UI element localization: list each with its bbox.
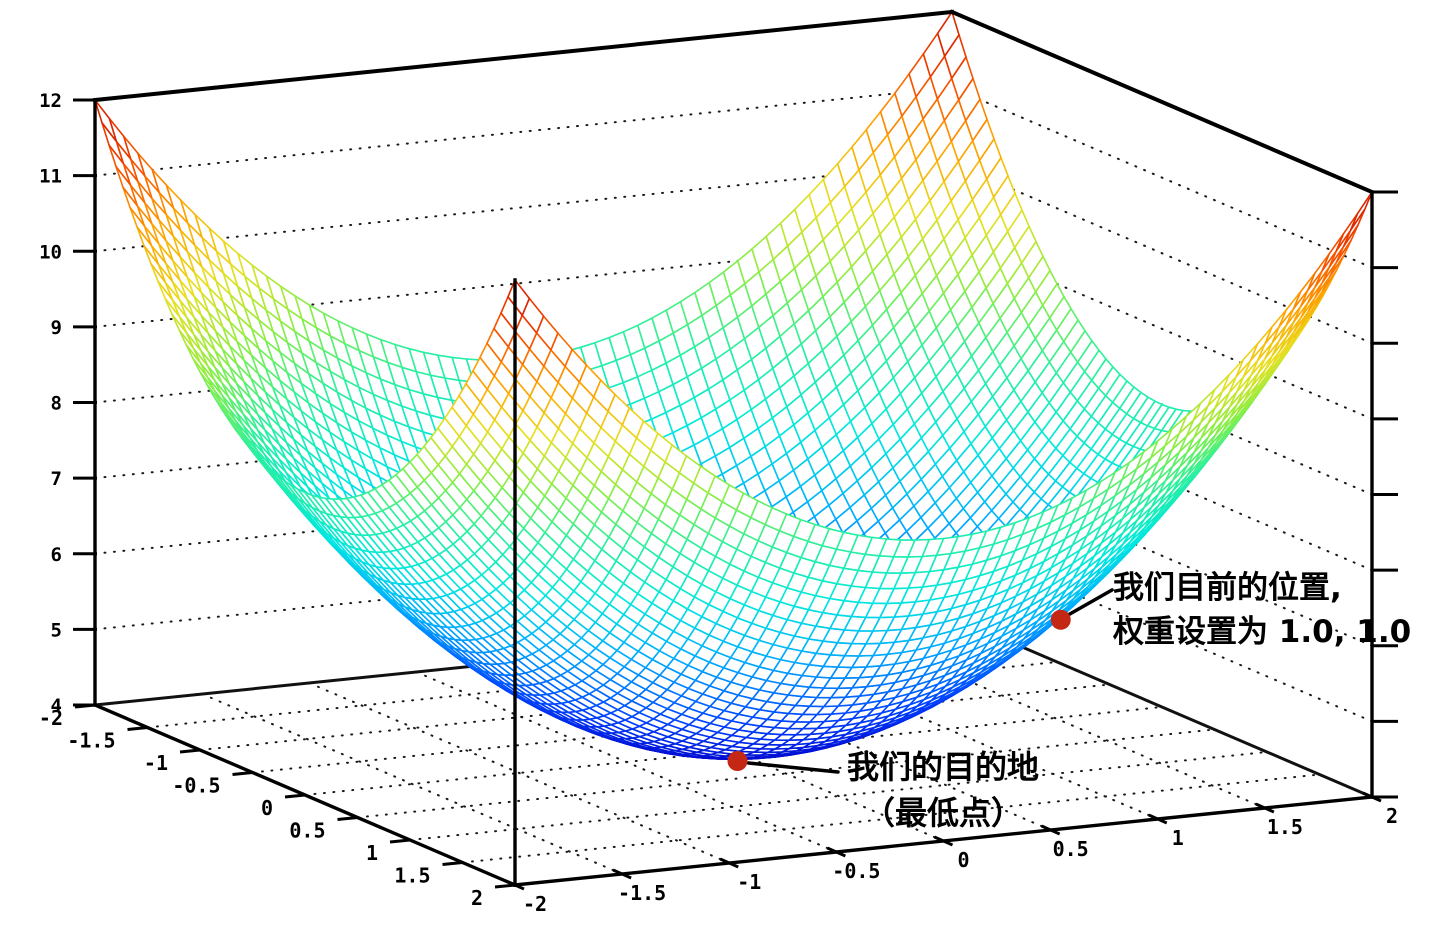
x-tick-label: 0.5 xyxy=(1053,837,1089,861)
z-tick-label: 4 xyxy=(51,695,62,717)
z-tick-label: 11 xyxy=(39,166,62,188)
box-top-right-edge xyxy=(949,9,1375,195)
x-tick xyxy=(933,835,954,847)
z-tick-label: 12 xyxy=(39,90,62,112)
floor-gridline xyxy=(461,773,1321,864)
wall-gridline xyxy=(951,86,1373,269)
x-tick-label: -0.5 xyxy=(832,859,880,883)
y-tick-label: -1 xyxy=(144,751,168,775)
mesh-cell xyxy=(936,11,960,57)
wall-gridline xyxy=(94,540,953,631)
wall-gridline xyxy=(94,464,953,555)
floor-gridline xyxy=(308,682,731,864)
y-tick xyxy=(494,883,516,889)
destination-marker xyxy=(727,751,748,771)
x-tick-label: 1.5 xyxy=(1267,815,1303,839)
z-tick-label: 6 xyxy=(51,544,62,566)
x-tick xyxy=(505,879,525,891)
x-tick-label: 1 xyxy=(1172,826,1184,850)
y-tick xyxy=(442,861,463,866)
x-tick xyxy=(1255,802,1275,814)
y-tick xyxy=(232,771,253,776)
x-tick xyxy=(826,846,846,858)
z-tick-label: 8 xyxy=(51,393,62,415)
floor-gridline xyxy=(201,693,624,875)
x-tick xyxy=(719,857,739,869)
floor-gridline xyxy=(304,706,1163,796)
x-tick xyxy=(1148,813,1168,825)
z-tick-label: 5 xyxy=(51,619,62,641)
box-top-left-edge xyxy=(92,9,955,103)
floor-gridline xyxy=(146,638,1006,729)
annotation-destination-line1: 我们的目的地 xyxy=(846,748,1039,786)
wall-gridline xyxy=(94,162,953,253)
wall-gridline xyxy=(94,389,953,480)
wall-gridline xyxy=(94,86,953,177)
floor-gridline xyxy=(409,751,1268,841)
z-tick-label: 9 xyxy=(51,317,62,339)
y-tick xyxy=(127,726,148,731)
y-tick-label: 0 xyxy=(261,796,273,820)
y-tick-label: 1.5 xyxy=(394,864,430,888)
axis-box xyxy=(73,9,1398,891)
x-tick-label: 2 xyxy=(1386,804,1398,828)
x-tick xyxy=(612,868,632,880)
x-tick-label: -1 xyxy=(737,870,761,894)
y-tick-label: 1 xyxy=(366,841,378,865)
y-tick xyxy=(337,816,358,821)
annotation-current-line1: 我们目前的位置, xyxy=(1113,570,1342,606)
markers-and-leaders xyxy=(727,588,1114,774)
mesh-cell xyxy=(1349,191,1373,231)
floor-gridline xyxy=(356,728,1216,819)
annotation-current-position: 我们目前的位置, 权重设置为 1.0, 1.0 xyxy=(1113,566,1411,654)
y-tick-label: -0.5 xyxy=(172,774,220,798)
x-tick-label: 0 xyxy=(957,848,969,872)
annotation-destination: 我们的目的地 （最低点） xyxy=(842,744,1044,836)
x-tick-label: -1.5 xyxy=(618,881,666,905)
y-tick xyxy=(389,838,411,844)
y-tick xyxy=(284,793,306,799)
y-tick xyxy=(179,748,201,754)
x-tick xyxy=(1041,824,1061,836)
x-tick-label: -2 xyxy=(523,892,547,916)
floor-gridline xyxy=(251,683,1111,774)
annotation-current-line2: 权重设置为 1.0, 1.0 xyxy=(1113,614,1412,650)
y-tick-label: 0.5 xyxy=(289,819,325,843)
y-tick-label: -1.5 xyxy=(67,729,115,753)
annotation-leader-line xyxy=(1065,588,1114,618)
z-tick-label: 7 xyxy=(51,468,62,490)
surface-mesh xyxy=(94,11,1373,761)
y-tick xyxy=(74,703,96,709)
current-position-marker xyxy=(1050,609,1071,630)
y-tick-label: -2 xyxy=(39,706,63,730)
floor-gridline xyxy=(199,661,1058,751)
mesh-cell xyxy=(94,99,118,142)
z-tick-label: 10 xyxy=(39,241,62,263)
y-tick-label: 2 xyxy=(471,886,483,910)
annotation-destination-line2: （最低点） xyxy=(862,794,1023,832)
x-tick xyxy=(1362,791,1382,803)
annotation-leader-line xyxy=(746,761,840,774)
